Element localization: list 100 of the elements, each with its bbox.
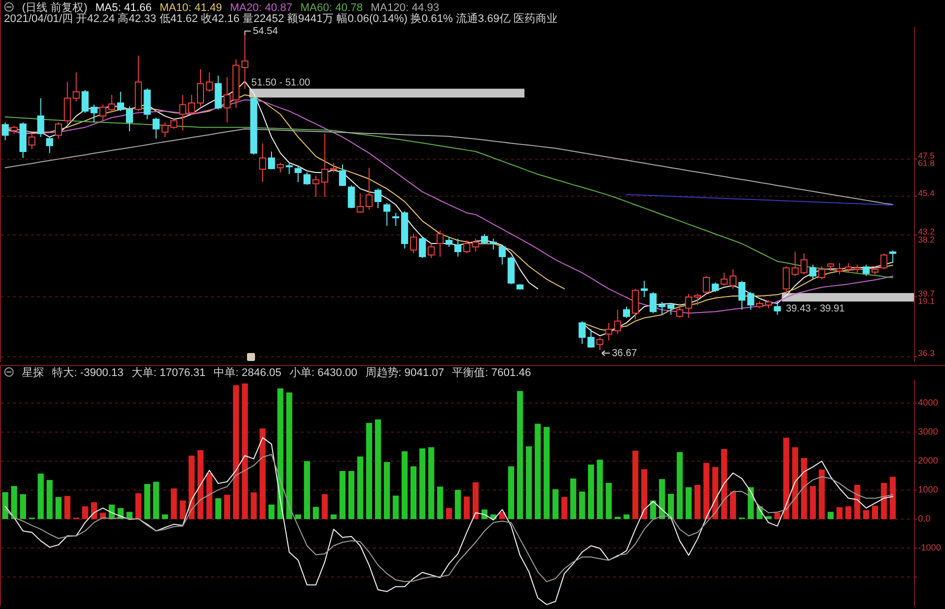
bar [206,473,212,520]
text: MA10: 41.49 [160,2,222,14]
bar [561,497,568,520]
bar [792,447,798,520]
bar [748,487,754,520]
bar [623,514,630,520]
bar [419,448,426,520]
bar [410,466,417,520]
bar [650,500,656,520]
text: 周趋势: 9041.07 [365,366,444,379]
bar [188,456,195,520]
bar [144,484,150,520]
y2-tick-label: 38.2 [918,234,935,244]
bar [632,450,638,520]
chart-subtitle: 2021/04/01/四 开42.24 高42.33 低41.62 收42.16 量22452 额9441万 幅0.06(0.14%) 换0.61% 流通3.69亿 医药商业 [4,12,558,25]
y-tick-label: 39.7 [918,288,935,298]
bar [703,462,710,520]
bar [508,466,514,520]
bar [596,460,603,520]
text: 特大: -3900.13 [52,366,124,379]
bar [428,447,434,520]
bar [454,490,461,520]
bar [330,514,337,520]
bar [232,385,240,520]
bar [446,508,452,520]
line-series [4,454,894,582]
bar [676,452,683,520]
y-tick-label: 3000 [918,426,938,437]
bar [384,462,390,520]
y-tick-label: 1000 [918,484,938,494]
bar [197,450,204,520]
bar [295,514,302,520]
y-tick-label: 45.4 [918,188,935,198]
bar [437,486,444,520]
bar [348,470,354,520]
y-tick-label: 0.0 [918,513,931,524]
bar [694,484,701,520]
bar [162,514,168,520]
band-label: 39.43 - 39.91 [786,304,846,315]
bar [765,516,772,520]
bar [224,494,230,520]
text: MA20: 40.87 [230,2,292,14]
text: 54.54 [252,26,278,37]
bar [392,496,399,520]
chart-title: 星探 [22,367,44,379]
bar [658,479,666,520]
band-label: 51.50 - 51.00 [251,78,311,89]
bar [641,469,648,520]
bar [357,456,364,520]
bar [322,494,328,520]
chart-title: (日线 前复权) [22,1,88,14]
bar [845,506,852,520]
bar [579,492,586,520]
bar [872,506,878,520]
bar [552,489,559,520]
y2-tick-label: 19.1 [918,296,935,306]
bar [534,424,541,520]
bar [544,426,550,520]
bar [472,482,479,520]
line-series [4,437,894,606]
bar [11,486,18,520]
text: 中单: 2846.05 [214,366,282,379]
bar [286,392,292,520]
bar [242,383,248,520]
bar [170,488,177,520]
text: 36.67 [612,348,637,359]
bar [215,498,222,520]
bar [90,502,98,520]
bar [38,474,44,520]
bar [526,446,532,520]
bar [304,461,310,520]
bar [570,478,576,520]
bar [721,448,728,520]
bar [880,482,887,520]
bar [312,506,319,520]
bar [402,451,408,520]
bar [374,419,382,520]
bar [2,492,8,520]
bar [516,391,524,520]
bar [277,388,284,520]
bar [686,487,692,520]
bar [854,484,860,520]
text: 平衡值: 7601.46 [452,367,532,379]
bar [135,493,142,520]
text: 小单: 6430.00 [289,366,358,379]
y-tick-label: 4000 [918,398,938,408]
text: MA5: 41.66 [95,2,152,14]
bar [836,507,843,520]
y2-tick-label: 61.8 [918,158,935,168]
bar [890,476,896,520]
bar [366,422,372,520]
bar [774,512,780,520]
bar [588,464,594,520]
bar [730,492,736,520]
y-tick-label: -1000 [918,542,942,552]
bar [810,486,816,520]
text: MA120: 44.93 [370,2,440,14]
bar [153,482,160,520]
bar [818,470,825,520]
bar [250,492,257,520]
